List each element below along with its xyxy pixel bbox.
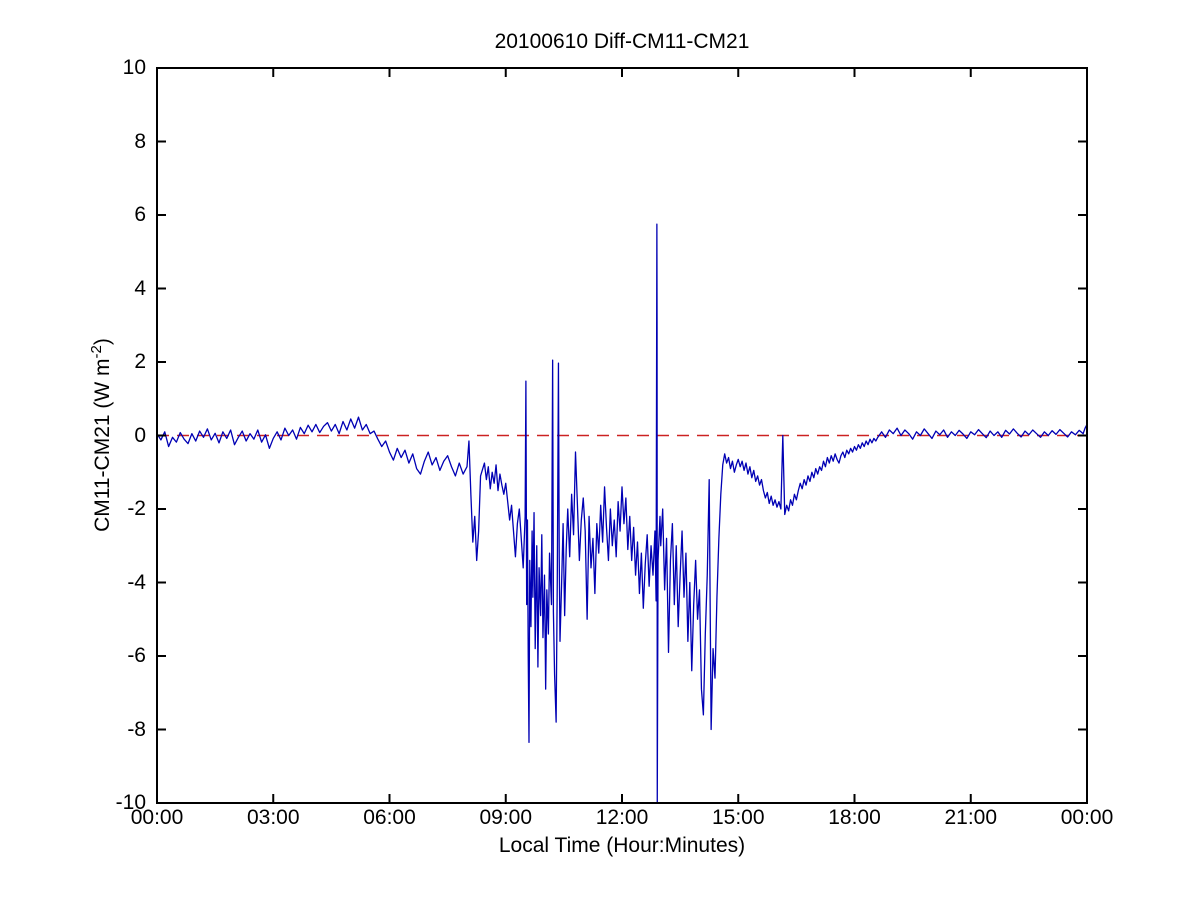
- diff-series-line: [156, 223, 1088, 804]
- x-tick-label: 00:00: [130, 806, 184, 829]
- y-tick-label: 10: [122, 56, 146, 79]
- x-tick-label: 21:00: [944, 806, 998, 829]
- x-tick-label: 09:00: [479, 806, 533, 829]
- x-tick-label: 03:00: [246, 806, 300, 829]
- x-tick-label: 18:00: [828, 806, 881, 829]
- y-tick-label: -8: [127, 717, 146, 741]
- y-axis-label-text: CM11-CM21 (W m: [91, 358, 114, 532]
- y-tick-label: 4: [134, 276, 146, 300]
- x-tick-label: 06:00: [363, 806, 416, 829]
- y-tick-label: -4: [127, 570, 146, 594]
- x-tick-label: 12:00: [595, 806, 649, 829]
- y-tick-label: 0: [134, 423, 146, 447]
- y-tick-label: 6: [134, 203, 146, 226]
- y-tick-label: 8: [134, 129, 146, 153]
- y-tick-label: 2: [134, 350, 146, 373]
- y-tick-label: -6: [127, 644, 146, 667]
- chart-title: 20100610 Diff-CM11-CM21: [494, 30, 750, 53]
- y-axis-label: CM11-CM21 (W m-2): [85, 338, 115, 532]
- y-tick-label: -10: [115, 791, 146, 814]
- y-axis-label-close: ): [91, 338, 114, 346]
- x-tick-label: 15:00: [711, 806, 765, 829]
- x-tick-label: 00:00: [1060, 806, 1114, 829]
- y-axis-label-superscript: -2: [88, 345, 105, 359]
- y-tick-label: -2: [127, 497, 146, 520]
- x-axis-label: Local Time (Hour:Minutes): [498, 834, 746, 857]
